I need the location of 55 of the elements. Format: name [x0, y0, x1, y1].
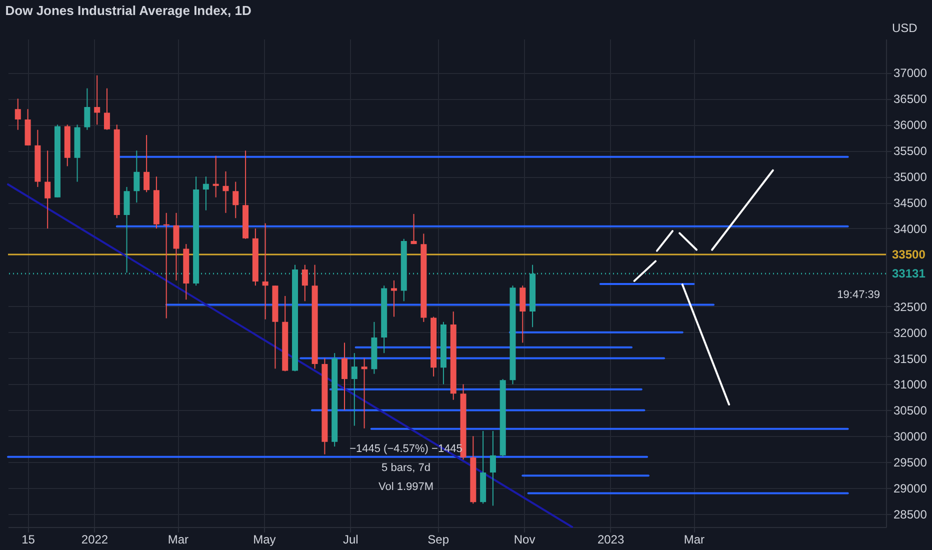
- x-tick-label: May: [253, 532, 276, 546]
- y-tick-label: 30500: [894, 404, 928, 418]
- x-tick-label: Mar: [684, 532, 705, 546]
- x-tick-label: Jul: [342, 532, 358, 546]
- candlestick: [232, 181, 239, 219]
- y-tick-label: 31000: [894, 378, 928, 392]
- candlestick: [14, 98, 21, 130]
- y-tick-label: 36000: [894, 118, 928, 132]
- candlestick: [222, 170, 229, 214]
- x-tick-label: 2023: [597, 532, 624, 546]
- annotation: 5 bars, 7d: [382, 462, 430, 474]
- candlestick: [94, 74, 100, 126]
- y-tick-label: 30000: [894, 430, 928, 444]
- x-tick-label: Nov: [514, 532, 536, 546]
- y-tick-label: 35000: [894, 170, 928, 184]
- x-tick-label: 2022: [81, 532, 108, 546]
- candlestick: [44, 150, 51, 229]
- chart-title: Dow Jones Industrial Average Index, 1D: [5, 3, 252, 18]
- candlestick: [390, 280, 397, 318]
- candlestick: [361, 358, 368, 429]
- candlestick: [262, 222, 268, 320]
- candlestick: [134, 150, 140, 204]
- ref-line-label: 33131: [892, 266, 926, 281]
- y-tick-label: 32000: [894, 326, 928, 340]
- candlestick: [202, 176, 209, 211]
- annotation: 19:47:39: [837, 289, 880, 301]
- y-tick-label: 36500: [894, 92, 928, 106]
- candlestick: [124, 186, 130, 274]
- y-tick-label: 34500: [894, 196, 928, 210]
- x-tick-label: 15: [22, 532, 36, 546]
- candlestick: [212, 155, 219, 198]
- candlestick: [410, 213, 417, 245]
- candlestick: [173, 212, 180, 281]
- candlestick: [341, 342, 348, 411]
- x-tick-label: Sep: [428, 532, 450, 546]
- candlestick: [351, 352, 358, 426]
- candlestick: [84, 88, 90, 130]
- x-tick-label: Mar: [168, 532, 188, 546]
- candlestick: [490, 430, 496, 506]
- y-tick-label: 37000: [894, 66, 928, 80]
- y-axis-title: USD: [892, 21, 918, 35]
- y-tick-label: 29500: [894, 456, 928, 470]
- candlestick: [302, 264, 308, 302]
- candlestick: [144, 134, 150, 193]
- y-tick-label: 28500: [894, 508, 928, 522]
- candlestick: [104, 88, 110, 130]
- y-tick-label: 29000: [894, 482, 928, 496]
- y-tick-label: 35500: [894, 144, 928, 158]
- candlestick: [520, 285, 526, 344]
- annotation: Vol 1.997M: [378, 481, 434, 493]
- y-tick-label: 31500: [894, 352, 928, 366]
- ref-line-label: 33500: [892, 247, 926, 262]
- y-tick-label: 32500: [894, 300, 928, 314]
- candlestick: [163, 212, 170, 319]
- y-tick-label: 34000: [894, 222, 928, 236]
